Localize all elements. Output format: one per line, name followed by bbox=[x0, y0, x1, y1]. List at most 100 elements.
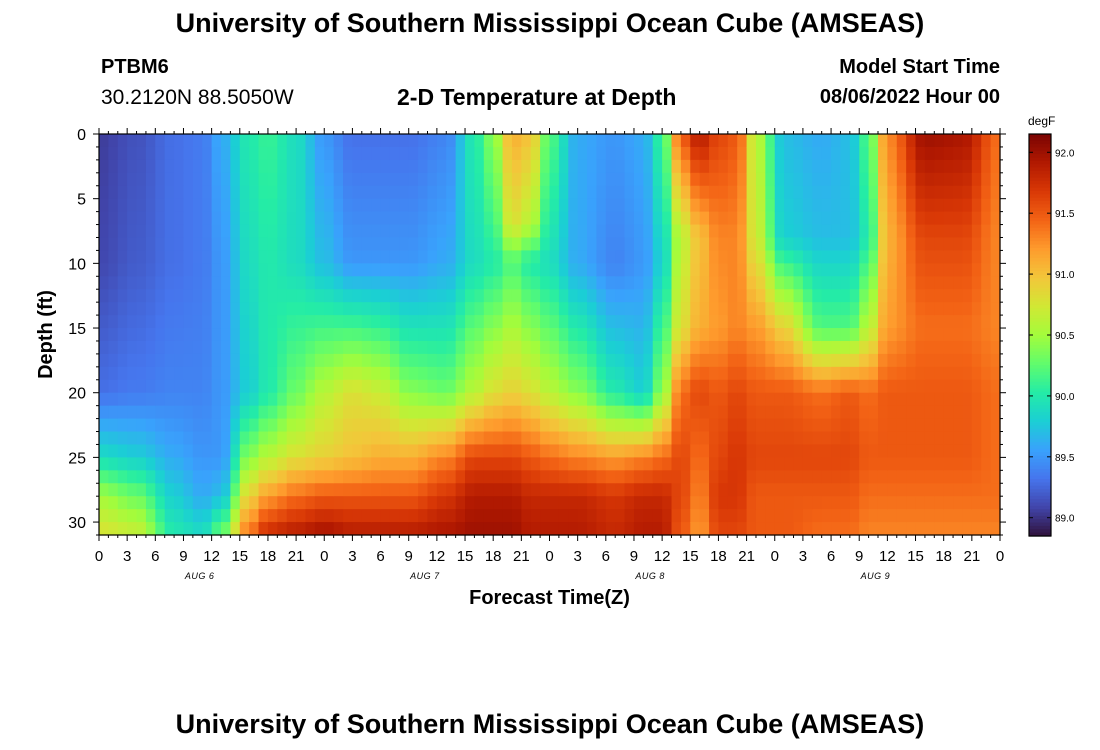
heatmap-cell bbox=[221, 353, 231, 368]
heatmap-cell bbox=[971, 483, 982, 497]
heatmap-cell bbox=[296, 185, 307, 200]
colorbar-band bbox=[1029, 341, 1051, 346]
heatmap-cell bbox=[314, 392, 325, 407]
heatmap-cell bbox=[258, 198, 269, 213]
heatmap-cell bbox=[155, 496, 166, 510]
heatmap-cell bbox=[915, 444, 926, 458]
heatmap-cell bbox=[831, 237, 842, 252]
heatmap-cell bbox=[671, 353, 682, 368]
heatmap-cell bbox=[258, 379, 269, 394]
colorbar-band bbox=[1029, 187, 1051, 192]
heatmap-cell bbox=[643, 250, 654, 264]
heatmap-cell bbox=[662, 483, 673, 497]
heatmap-cell bbox=[549, 224, 560, 239]
heatmap-cell bbox=[755, 328, 766, 342]
heatmap-cell bbox=[117, 366, 128, 381]
heatmap-cell bbox=[343, 146, 354, 161]
heatmap-cell bbox=[690, 250, 701, 264]
heatmap-cell bbox=[587, 172, 598, 187]
heatmap-cell bbox=[633, 211, 644, 226]
heatmap-cell bbox=[108, 431, 119, 446]
heatmap-cell bbox=[296, 134, 307, 148]
heatmap-cell bbox=[136, 444, 147, 458]
heatmap-cell bbox=[774, 172, 785, 187]
heatmap-cell bbox=[605, 496, 616, 510]
heatmap-cell bbox=[587, 237, 598, 252]
heatmap-cell bbox=[868, 289, 879, 303]
heatmap-cell bbox=[633, 159, 644, 174]
heatmap-cell bbox=[774, 315, 785, 329]
heatmap-cell bbox=[746, 379, 757, 394]
heatmap-cell bbox=[615, 172, 626, 187]
heatmap-cell bbox=[727, 302, 738, 316]
heatmap-cell bbox=[389, 134, 400, 148]
heatmap-cell bbox=[596, 159, 607, 174]
heatmap-cell bbox=[868, 237, 879, 252]
heatmap-cell bbox=[718, 172, 729, 187]
heatmap-cell bbox=[915, 315, 926, 329]
heatmap-cell bbox=[915, 146, 926, 161]
heatmap-cell bbox=[821, 134, 832, 148]
colorbar-band bbox=[1029, 388, 1051, 393]
heatmap-cell bbox=[389, 353, 400, 368]
heatmap-cell bbox=[117, 185, 128, 200]
heatmap-cell bbox=[521, 146, 532, 161]
heatmap-cell bbox=[277, 302, 288, 316]
heatmap-cell bbox=[117, 289, 128, 303]
heatmap-cell bbox=[802, 185, 813, 200]
heatmap-cell bbox=[868, 146, 879, 161]
heatmap-cell bbox=[821, 392, 832, 407]
heatmap-cell bbox=[709, 392, 720, 407]
heatmap-cell bbox=[727, 353, 738, 368]
heatmap-cell bbox=[230, 418, 241, 433]
heatmap-cell bbox=[352, 146, 363, 161]
heatmap-cell bbox=[221, 172, 231, 187]
heatmap-cell bbox=[305, 198, 316, 213]
heatmap-cell bbox=[821, 340, 832, 355]
heatmap-cell bbox=[868, 483, 879, 497]
heatmap-cell bbox=[493, 159, 504, 174]
heatmap-cell bbox=[192, 263, 203, 277]
heatmap-cell bbox=[540, 366, 551, 381]
heatmap-cell bbox=[549, 250, 560, 264]
heatmap-cell bbox=[868, 302, 879, 316]
colorbar-band bbox=[1029, 532, 1051, 537]
heatmap-cell bbox=[793, 340, 804, 355]
heatmap-cell bbox=[568, 185, 579, 200]
heatmap-cell bbox=[990, 224, 1001, 239]
heatmap-cell bbox=[943, 328, 954, 342]
heatmap-cell bbox=[699, 146, 710, 161]
heatmap-cell bbox=[971, 405, 982, 420]
heatmap-cell bbox=[389, 276, 400, 290]
heatmap-cell bbox=[934, 340, 945, 355]
heatmap-cell bbox=[483, 302, 494, 316]
heatmap-cell bbox=[155, 159, 166, 174]
heatmap-cell bbox=[136, 302, 147, 316]
heatmap-cell bbox=[868, 224, 879, 239]
heatmap-cell bbox=[568, 366, 579, 381]
heatmap-cell bbox=[662, 159, 673, 174]
heatmap-cell bbox=[530, 172, 541, 187]
heatmap-cell bbox=[99, 172, 109, 187]
heatmap-cell bbox=[108, 263, 119, 277]
heatmap-cell bbox=[699, 444, 710, 458]
colorbar-band bbox=[1029, 291, 1051, 296]
heatmap-cell bbox=[812, 185, 823, 200]
heatmap-cell bbox=[990, 379, 1001, 394]
heatmap-cell bbox=[943, 340, 954, 355]
heatmap-cell bbox=[896, 237, 907, 252]
heatmap-cell bbox=[145, 185, 156, 200]
heatmap-cell bbox=[784, 159, 795, 174]
heatmap-cell bbox=[793, 315, 804, 329]
heatmap-cell bbox=[699, 224, 710, 239]
heatmap-cell bbox=[577, 146, 588, 161]
heatmap-cell bbox=[511, 237, 522, 252]
heatmap-cell bbox=[915, 185, 926, 200]
heatmap-cell bbox=[399, 159, 410, 174]
heatmap-cell bbox=[662, 457, 673, 471]
heatmap-cell bbox=[587, 392, 598, 407]
heatmap-cell bbox=[849, 211, 860, 226]
colorbar-band bbox=[1029, 140, 1051, 145]
heatmap-cell bbox=[455, 392, 466, 407]
heatmap-cell bbox=[446, 509, 457, 523]
